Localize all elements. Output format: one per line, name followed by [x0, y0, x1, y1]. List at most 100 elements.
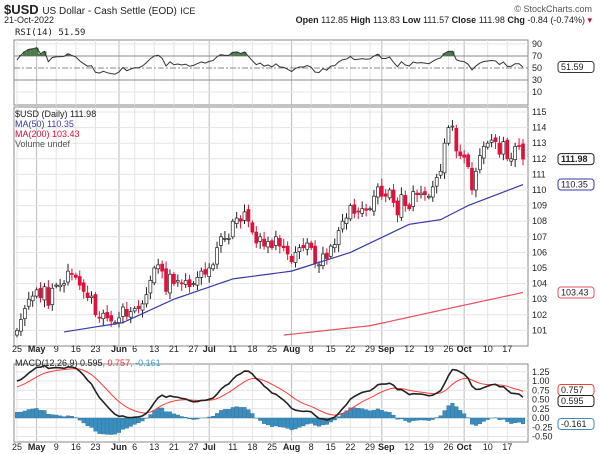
macd-histogram-bar — [289, 417, 294, 431]
candle-body — [207, 267, 212, 277]
rsi-last-tag: 51.59 — [561, 62, 584, 72]
macd-histogram-bar — [18, 411, 23, 419]
x-tick-label: Oct — [457, 442, 472, 452]
candle-body — [109, 315, 113, 322]
macd-histogram-bar — [132, 417, 137, 425]
x-tick-label: 18 — [247, 442, 257, 452]
macd-histogram-bar — [238, 407, 243, 419]
candle-body — [230, 220, 235, 238]
macd-histogram-bar — [301, 417, 306, 427]
x-tick-label: 13 — [149, 344, 159, 354]
price-legend: $USD (Daily) 111.98 MA(50) 110.35 MA(200… — [15, 109, 96, 149]
x-tick-label: 25 — [12, 442, 22, 452]
macd-histogram-bar — [348, 407, 353, 419]
macd-histogram-bar — [242, 407, 247, 419]
macd-histogram-bar — [160, 407, 165, 419]
price-tick-label: 108 — [532, 216, 547, 226]
x-tick-label: 6 — [132, 442, 137, 452]
macd-histogram-bar — [277, 417, 282, 427]
candle-body — [478, 155, 482, 171]
macd-histogram-bar — [309, 417, 314, 424]
panel-frame — [13, 106, 529, 347]
symbol: $USD — [4, 2, 39, 17]
x-tick-label: 29 — [365, 442, 375, 452]
x-tick-label: May — [28, 344, 46, 354]
candle-body — [383, 193, 388, 197]
price-tick-label: 101 — [532, 325, 547, 335]
macd-histogram-bar — [187, 417, 192, 420]
x-tick-label: 19 — [424, 442, 434, 452]
macd-histogram-bar — [77, 417, 82, 421]
macd-histogram-bar — [481, 417, 486, 422]
x-tick-label: 13 — [149, 442, 159, 452]
macd-histogram-bar — [426, 417, 431, 421]
macd-histogram-bar — [430, 417, 435, 420]
rsi-last-tag-frame — [557, 61, 595, 74]
macd-histogram-bar — [285, 417, 290, 429]
macd-histogram-bar — [379, 410, 384, 419]
macd-histogram-bar — [183, 417, 188, 419]
macd-histogram-bar — [89, 417, 94, 428]
candle-body — [234, 217, 239, 224]
macd-tick-label: 0.75 — [532, 385, 550, 395]
candle-body — [489, 139, 494, 143]
x-tick-label: 25 — [267, 442, 277, 452]
candle-body — [77, 276, 82, 286]
ma200-line — [283, 291, 524, 336]
macd-histogram-bar — [383, 411, 388, 419]
candle-body — [124, 308, 129, 317]
candle-body — [399, 194, 404, 218]
x-tick-label: 9 — [54, 442, 59, 452]
candle-body — [73, 274, 78, 278]
candle-body — [85, 292, 90, 298]
candle-body — [509, 158, 514, 162]
candle-body — [34, 289, 39, 297]
candle-body — [211, 264, 215, 270]
macd-histogram-bar — [62, 416, 67, 419]
rsi-tick-label: 70 — [532, 51, 542, 61]
price-tick-label: 109 — [532, 201, 547, 211]
macd-histogram-bar — [22, 410, 27, 419]
candle-body — [485, 142, 490, 148]
candle-body — [497, 142, 502, 155]
candle-body — [132, 308, 137, 312]
candle-body — [446, 127, 451, 144]
candle-body — [117, 317, 121, 323]
candle-body — [368, 208, 372, 211]
macd-histogram-bar — [116, 417, 121, 433]
macd-histogram-bar — [458, 410, 463, 419]
down-arrow-icon: ▾ — [587, 15, 592, 25]
macd-histogram-bar — [93, 417, 98, 432]
x-tick-label: 19 — [424, 344, 434, 354]
x-tick-label: 10 — [483, 344, 493, 354]
candle-body — [22, 308, 27, 320]
candle-body — [360, 208, 365, 214]
panel-frame — [13, 363, 529, 443]
macd-histogram-bar — [113, 417, 118, 435]
macd-histogram-bar — [395, 417, 400, 420]
candle-body — [175, 280, 180, 283]
macd-histogram-bar — [69, 416, 74, 419]
candle-body — [50, 287, 55, 306]
macd-histogram-bar — [485, 417, 490, 420]
candle-body — [450, 125, 455, 128]
price-tick-label: 102 — [532, 310, 547, 320]
macd-histogram-bar — [422, 417, 427, 421]
x-tick-label: 23 — [90, 442, 100, 452]
candle-body — [344, 217, 349, 224]
candle-body — [219, 236, 223, 246]
macd-histogram-bar — [167, 411, 172, 419]
candle-body — [46, 287, 51, 306]
macd-tick-label: 0.00 — [532, 413, 550, 423]
x-tick-label: May — [28, 442, 46, 452]
ma50-last-tag-frame — [557, 178, 595, 191]
x-tick-label: 26 — [443, 344, 453, 354]
x-tick-label: Oct — [457, 344, 472, 354]
macd-histogram-bar — [442, 410, 447, 419]
macd-histogram-bar — [109, 417, 114, 435]
candle-body — [430, 186, 435, 198]
macd-histogram-bar — [320, 417, 325, 426]
candle-body — [191, 283, 196, 285]
macd-histogram-bar — [324, 417, 329, 425]
